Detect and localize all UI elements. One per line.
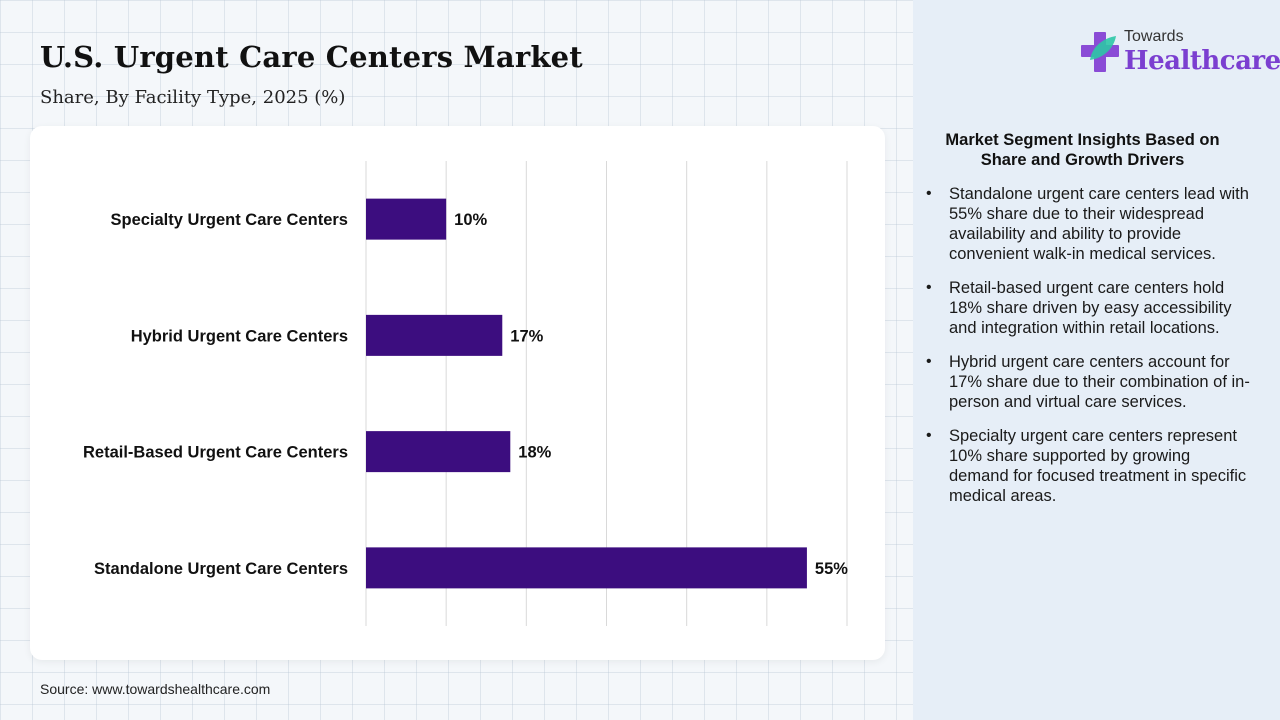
bar bbox=[366, 431, 511, 473]
logo-text-top: Towards bbox=[1124, 28, 1184, 45]
category-label: Specialty Urgent Care Centers bbox=[110, 211, 348, 229]
insights-list: Standalone urgent care centers lead with… bbox=[925, 184, 1250, 520]
page-subtitle: Share, By Facility Type, 2025 (%) bbox=[40, 87, 346, 108]
insights-title: Market Segment Insights Based on Share a… bbox=[945, 131, 1220, 169]
bar bbox=[366, 198, 447, 240]
source-note: Source: www.towardshealthcare.com bbox=[40, 681, 271, 697]
chart-card: Specialty Urgent Care Centers 10% Hybrid U… bbox=[30, 126, 885, 660]
data-label: 18% bbox=[518, 444, 551, 462]
logo-text-main: Healthcare bbox=[1124, 46, 1280, 76]
insight-item: Standalone urgent care centers lead with… bbox=[925, 184, 1250, 264]
category-label: Retail-Based Urgent Care Centers bbox=[83, 444, 348, 462]
insight-item: Hybrid urgent care centers account for 1… bbox=[925, 352, 1250, 412]
insight-item: Specialty urgent care centers represent … bbox=[925, 426, 1250, 506]
bar-chart: Specialty Urgent Care Centers 10% Hybrid U… bbox=[83, 161, 848, 626]
bar bbox=[366, 314, 503, 356]
insight-item: Retail-based urgent care centers hold 18… bbox=[925, 278, 1250, 338]
data-label: 17% bbox=[510, 327, 543, 345]
data-label: 55% bbox=[815, 560, 848, 578]
brand-logo: Towards Healthcare bbox=[1080, 28, 1280, 78]
data-label: 10% bbox=[454, 211, 487, 229]
bar bbox=[366, 547, 807, 589]
medical-cross-icon bbox=[1081, 32, 1119, 72]
category-label: Hybrid Urgent Care Centers bbox=[131, 327, 348, 345]
category-label: Standalone Urgent Care Centers bbox=[94, 560, 348, 578]
page-title: U.S. Urgent Care Centers Market bbox=[40, 40, 583, 74]
